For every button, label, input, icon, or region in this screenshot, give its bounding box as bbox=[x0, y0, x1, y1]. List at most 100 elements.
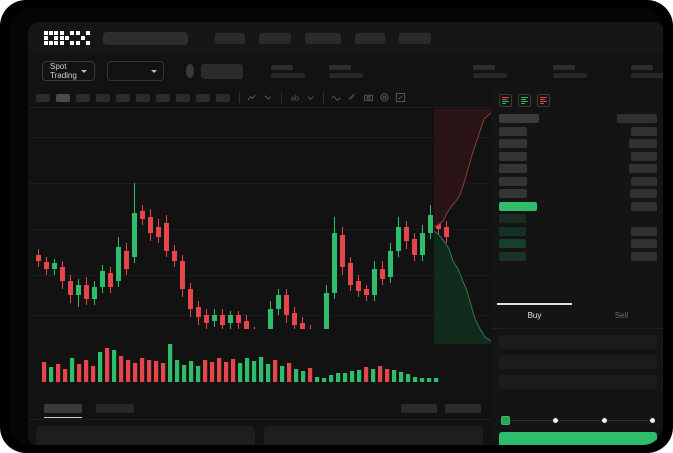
candle-body bbox=[124, 251, 129, 269]
orderbook-view-asks-icon[interactable] bbox=[537, 94, 550, 107]
orderbook-row-price bbox=[631, 239, 657, 248]
volume-bar bbox=[119, 356, 124, 382]
current-price-placeholder bbox=[201, 63, 243, 79]
volume-bar bbox=[182, 365, 187, 382]
trading-pair-selector[interactable] bbox=[106, 61, 164, 81]
order-total-field[interactable] bbox=[499, 375, 657, 389]
candle-body bbox=[396, 227, 401, 251]
nav-item-2[interactable] bbox=[259, 32, 291, 44]
orderbook-row-price bbox=[631, 251, 657, 261]
bottom-card-2[interactable] bbox=[264, 426, 483, 445]
agree-checkbox[interactable] bbox=[501, 415, 510, 425]
orderbook-row[interactable] bbox=[499, 239, 657, 250]
candle-body bbox=[348, 263, 353, 285]
candlestick-chart[interactable] bbox=[28, 109, 491, 329]
order-amount-slider[interactable] bbox=[491, 410, 663, 430]
bottom-tab-positions[interactable] bbox=[96, 403, 134, 413]
global-search-input[interactable] bbox=[103, 31, 188, 45]
okx-logo[interactable] bbox=[44, 31, 90, 45]
orderbook-row-size bbox=[499, 189, 527, 198]
volume-bar bbox=[77, 364, 82, 382]
timeframe-5[interactable] bbox=[116, 93, 130, 102]
timeframe-10[interactable] bbox=[216, 93, 230, 102]
orderbook-row[interactable] bbox=[499, 114, 657, 125]
chevron-down-icon[interactable] bbox=[305, 92, 316, 103]
slider-step-1[interactable] bbox=[553, 417, 559, 423]
volume-bar bbox=[161, 363, 166, 382]
timeframe-9[interactable] bbox=[196, 93, 210, 102]
candle-body bbox=[140, 211, 145, 219]
orderbook-row-size bbox=[499, 151, 527, 161]
bottom-tab-orders[interactable] bbox=[44, 403, 82, 418]
slider-step-3[interactable] bbox=[649, 417, 655, 423]
tab-sell-label: Sell bbox=[614, 311, 629, 320]
orderbook-view-both-icon[interactable] bbox=[499, 94, 512, 107]
volume-bar bbox=[140, 358, 145, 382]
nav-item-5[interactable] bbox=[399, 32, 431, 44]
chart-gridline bbox=[28, 183, 491, 184]
orderbook-row[interactable] bbox=[499, 164, 657, 175]
timeframe-3[interactable] bbox=[76, 93, 90, 102]
cursor-icon[interactable] bbox=[263, 92, 274, 103]
tab-buy[interactable]: Buy bbox=[491, 303, 578, 328]
settings-icon[interactable] bbox=[379, 92, 390, 103]
candle-body bbox=[372, 269, 377, 295]
candle-body bbox=[268, 309, 273, 329]
volume-bar bbox=[126, 360, 131, 382]
text-icon[interactable]: ab bbox=[289, 92, 300, 103]
ruler-icon[interactable] bbox=[347, 92, 358, 103]
camera-icon[interactable] bbox=[363, 92, 374, 103]
timeframe-7[interactable] bbox=[156, 93, 170, 102]
candle-body bbox=[108, 273, 113, 287]
candle-body bbox=[228, 315, 233, 323]
orderbook-row[interactable] bbox=[499, 126, 657, 138]
orderbook-row[interactable] bbox=[499, 251, 657, 263]
slider-step-2[interactable] bbox=[601, 417, 607, 423]
fullscreen-icon[interactable] bbox=[395, 92, 406, 103]
orderbook-row-size bbox=[499, 214, 526, 223]
timeframe-4[interactable] bbox=[96, 93, 110, 102]
orderbook-rows[interactable] bbox=[491, 112, 663, 294]
bottom-card-1[interactable] bbox=[36, 426, 255, 445]
nav-item-3[interactable] bbox=[305, 32, 341, 44]
timeframe-8[interactable] bbox=[176, 93, 190, 102]
orderbook-row[interactable] bbox=[499, 189, 657, 200]
nav-item-4[interactable] bbox=[355, 32, 385, 44]
order-amount-field[interactable] bbox=[499, 355, 657, 369]
timeframe-2[interactable] bbox=[56, 93, 70, 102]
submit-order-button[interactable] bbox=[499, 432, 657, 445]
order-form-fields bbox=[491, 329, 663, 404]
order-price-field[interactable] bbox=[499, 335, 657, 349]
volume-bar bbox=[259, 357, 264, 382]
orderbook-row[interactable] bbox=[499, 214, 657, 225]
candle-body bbox=[284, 295, 289, 315]
volume-bar bbox=[203, 360, 208, 382]
orderbook-view-bids-icon[interactable] bbox=[518, 94, 531, 107]
candle-body bbox=[116, 247, 121, 281]
wave-icon[interactable] bbox=[331, 92, 342, 103]
volume-bar bbox=[280, 366, 285, 382]
orderbook-row[interactable] bbox=[499, 226, 657, 238]
volume-bar bbox=[42, 362, 47, 382]
market-type-selector[interactable]: Spot Trading bbox=[42, 61, 95, 81]
bottom-action-1[interactable] bbox=[401, 403, 437, 413]
candle-body bbox=[340, 235, 345, 267]
trend-line-icon[interactable] bbox=[247, 92, 258, 103]
tab-sell[interactable]: Sell bbox=[578, 303, 663, 328]
candle-body bbox=[100, 271, 105, 287]
chevron-down-icon bbox=[80, 69, 87, 73]
volume-bar bbox=[231, 359, 236, 382]
timeframe-1[interactable] bbox=[36, 93, 50, 102]
timeframe-6[interactable] bbox=[136, 93, 150, 102]
volume-bar bbox=[133, 363, 138, 382]
volume-bar bbox=[427, 378, 432, 382]
orderbook-row[interactable] bbox=[499, 176, 657, 188]
candle-body bbox=[84, 285, 89, 299]
nav-item-1[interactable] bbox=[215, 32, 245, 44]
orderbook-row[interactable] bbox=[499, 151, 657, 163]
orderbook-row[interactable] bbox=[499, 139, 657, 150]
orderbook-row-price bbox=[629, 139, 657, 148]
orderbook-row[interactable] bbox=[499, 201, 657, 213]
bottom-action-2[interactable] bbox=[445, 403, 481, 413]
